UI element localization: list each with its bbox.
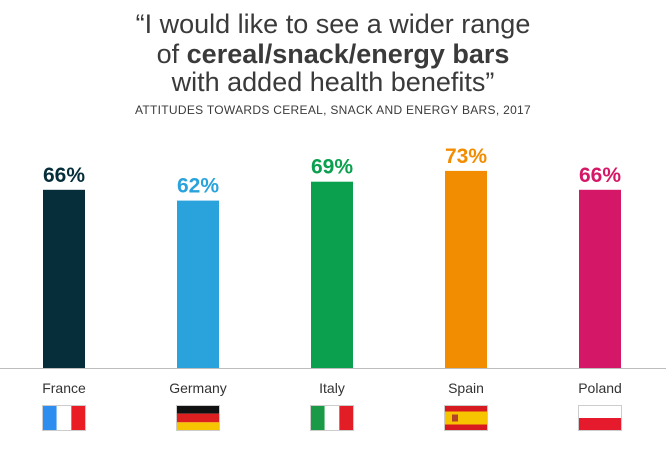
- poland-flag-icon: [578, 405, 622, 431]
- bar-italy: [311, 181, 353, 368]
- france-flag-icon: [42, 405, 86, 431]
- chart-title-line-3: with added health benefits”: [171, 67, 495, 97]
- chart-title-line-1: “I would like to see a wider range: [135, 9, 531, 39]
- value-label-italy: 69%: [311, 156, 353, 179]
- italy-flag-icon: [310, 405, 354, 431]
- bar-spain: [445, 170, 487, 368]
- chart-title-line-2: of cereal/snack/energy bars: [0, 40, 666, 69]
- category-label-italy: Italy: [319, 380, 345, 396]
- bar-poland: [579, 189, 621, 368]
- chart-title-line-2-bold: cereal/snack/energy bars: [186, 39, 510, 69]
- category-label-spain: Spain: [448, 380, 484, 396]
- bar-germany: [177, 200, 219, 368]
- category-label-germany: Germany: [169, 380, 227, 396]
- bar-france: [43, 189, 85, 368]
- value-label-spain: 73%: [445, 145, 487, 168]
- germany-flag-icon: [176, 405, 220, 431]
- chart-title-line-2-prefix: of: [156, 39, 187, 69]
- category-label-france: France: [42, 380, 86, 396]
- chart-subtitle: ATTITUDES TOWARDS CEREAL, SNACK AND ENER…: [134, 103, 531, 117]
- value-label-germany: 62%: [177, 175, 219, 198]
- category-label-poland: Poland: [578, 380, 622, 396]
- value-label-france: 66%: [43, 164, 85, 187]
- value-label-poland: 66%: [579, 164, 621, 187]
- spain-flag-icon: [444, 405, 488, 431]
